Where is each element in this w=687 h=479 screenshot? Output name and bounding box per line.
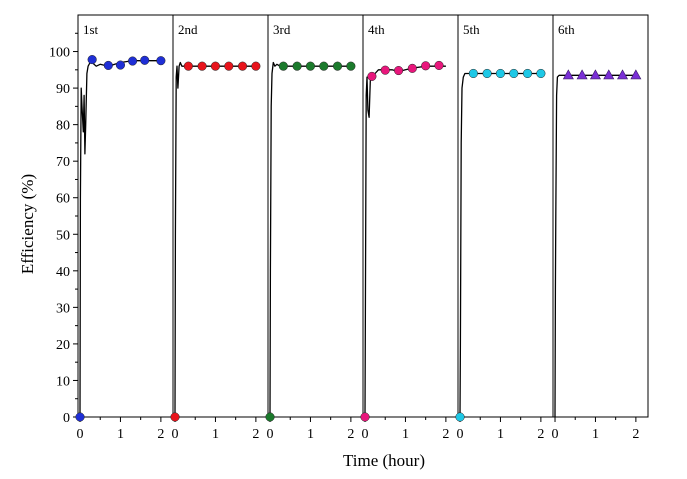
y-tick-label: 20 [56,338,70,353]
panel-2nd: 2nd 0 1 2 [170,14,269,442]
data-point [509,68,519,79]
panel-5th: 5th 0 1 2 [455,14,554,442]
x-tick-label: 1 [117,427,124,442]
data-point [251,61,261,71]
panel-frame [267,14,364,418]
x-tick-label: 1 [307,427,314,442]
y-tick-label: 100 [49,46,70,61]
data-point [292,61,302,71]
efficiency-curve [79,60,161,418]
panel-label: 5th [463,22,480,37]
data-point [603,69,615,80]
data-point [576,69,588,80]
data-point [128,56,138,66]
panel-label: 4th [368,22,385,37]
panels: 1st 0 1 2 2nd 0 1 2 3rd 0 1 2 4th 0 1 2 5th 0 1 2 6th 0 1 2 [75,14,649,442]
x-tick-label: 2 [537,427,544,442]
x-tick-label: 2 [632,427,639,442]
x-tick-label: 0 [172,427,179,442]
data-point [197,61,207,71]
data-point [305,61,315,71]
data-point [434,60,444,70]
data-point [455,412,465,422]
panel-frame [77,14,174,418]
data-point [115,60,125,70]
data-point [278,61,288,71]
data-point [367,71,377,81]
panel-3rd: 3rd 0 1 2 [265,14,364,442]
data-point [360,412,370,422]
y-tick-label: 70 [56,155,70,170]
x-tick-label: 0 [362,427,369,442]
y-tick-label: 0 [63,411,70,426]
x-tick-label: 2 [347,427,354,442]
y-tick-label: 30 [56,301,70,316]
data-point [170,412,180,422]
data-point [319,61,329,71]
y-tick-label: 80 [56,119,70,134]
y-axis: 0 10 20 30 40 50 60 70 80 90 100 [49,32,78,426]
y-tick-label: 90 [56,82,70,97]
x-tick-label: 0 [267,427,274,442]
efficiency-curve [554,74,636,418]
data-point [156,56,166,66]
x-tick-label: 2 [252,427,259,442]
data-point [265,412,275,422]
panel-label: 1st [83,22,99,37]
x-tick-label: 0 [77,427,84,442]
panel-label: 6th [558,22,575,37]
data-point [482,68,492,79]
x-tick-label: 1 [212,427,219,442]
x-axis-title: Time (hour) [343,451,425,470]
x-tick-label: 2 [157,427,164,442]
y-tick-label: 40 [56,265,70,280]
x-tick-label: 1 [402,427,409,442]
x-tick-label: 0 [457,427,464,442]
data-point [589,69,601,80]
panel-6th: 6th 0 1 2 [552,14,649,442]
x-tick-label: 1 [497,427,504,442]
data-point [495,68,505,79]
panel-1st: 1st 0 1 2 [75,14,174,442]
data-point [522,68,533,79]
data-point [140,55,150,65]
x-tick-label: 1 [592,427,599,442]
y-tick-label: 60 [56,192,70,207]
efficiency-curve [459,72,541,418]
x-tick-label: 2 [442,427,449,442]
panel-frame [172,14,269,418]
data-point [536,68,546,79]
panel-label: 2nd [178,22,198,37]
data-point [468,68,478,79]
data-point [407,63,417,73]
panel-4th: 4th 0 1 2 [360,14,459,442]
efficiency-curve [174,61,256,418]
data-point [562,69,574,80]
data-point [394,65,404,76]
data-point [210,61,220,71]
data-point [630,69,642,80]
data-point [346,61,356,71]
data-point [103,60,113,70]
y-axis-title: Efficiency (%) [18,174,37,274]
data-point [332,61,343,71]
x-tick-label: 0 [552,427,559,442]
data-point [224,61,234,71]
panel-frame [362,14,459,418]
data-point [380,65,390,75]
y-tick-label: 50 [56,228,70,243]
panel-frame [552,14,649,418]
data-point [87,55,97,65]
data-point [617,69,629,80]
data-point [421,61,431,71]
data-point [237,61,248,71]
data-point [183,61,193,71]
data-point [75,412,85,422]
efficiency-curve [269,61,351,418]
efficiency-curve [364,65,446,418]
panel-label: 3rd [273,22,291,37]
y-tick-label: 10 [56,374,70,389]
